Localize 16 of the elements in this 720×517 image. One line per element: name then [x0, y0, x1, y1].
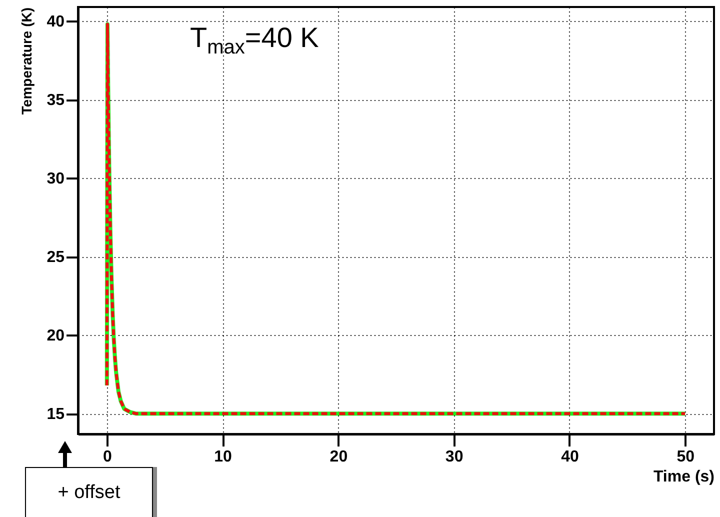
- y-axis-title: Temperature (K): [18, 8, 35, 115]
- x-tick-label: 20: [330, 448, 348, 466]
- x-tick-label: 40: [561, 448, 579, 466]
- x-tick-label: 0: [102, 448, 112, 466]
- y-tick-label: 35: [46, 92, 65, 110]
- y-tick-label: 15: [46, 406, 65, 424]
- x-tick-label: 30: [445, 448, 464, 466]
- x-tick-label: 10: [214, 448, 232, 466]
- y-tick-label: 30: [46, 170, 65, 188]
- annotation: T$_{max}$=40 K: [190, 22, 319, 60]
- y-tick-label: 40: [46, 14, 65, 31]
- y-tick-label: 20: [46, 328, 65, 345]
- x-tick-label: 50: [676, 448, 695, 466]
- text: + offset: [25, 467, 153, 517]
- y-tick-label: 25: [46, 249, 65, 266]
- x-axis-title: Time (s): [653, 468, 714, 486]
